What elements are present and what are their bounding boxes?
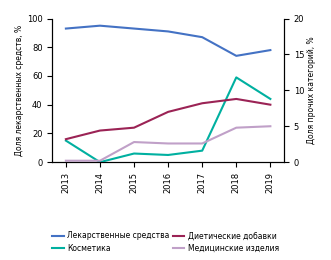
Y-axis label: Доля лекарственных средств, %: Доля лекарственных средств, % (15, 25, 24, 156)
Legend: Лекарственные средства, Косметика, Диетические добавки, Медицинские изделия: Лекарственные средства, Косметика, Диети… (49, 228, 282, 256)
Y-axis label: Доля прочих категорий, %: Доля прочих категорий, % (307, 36, 316, 144)
